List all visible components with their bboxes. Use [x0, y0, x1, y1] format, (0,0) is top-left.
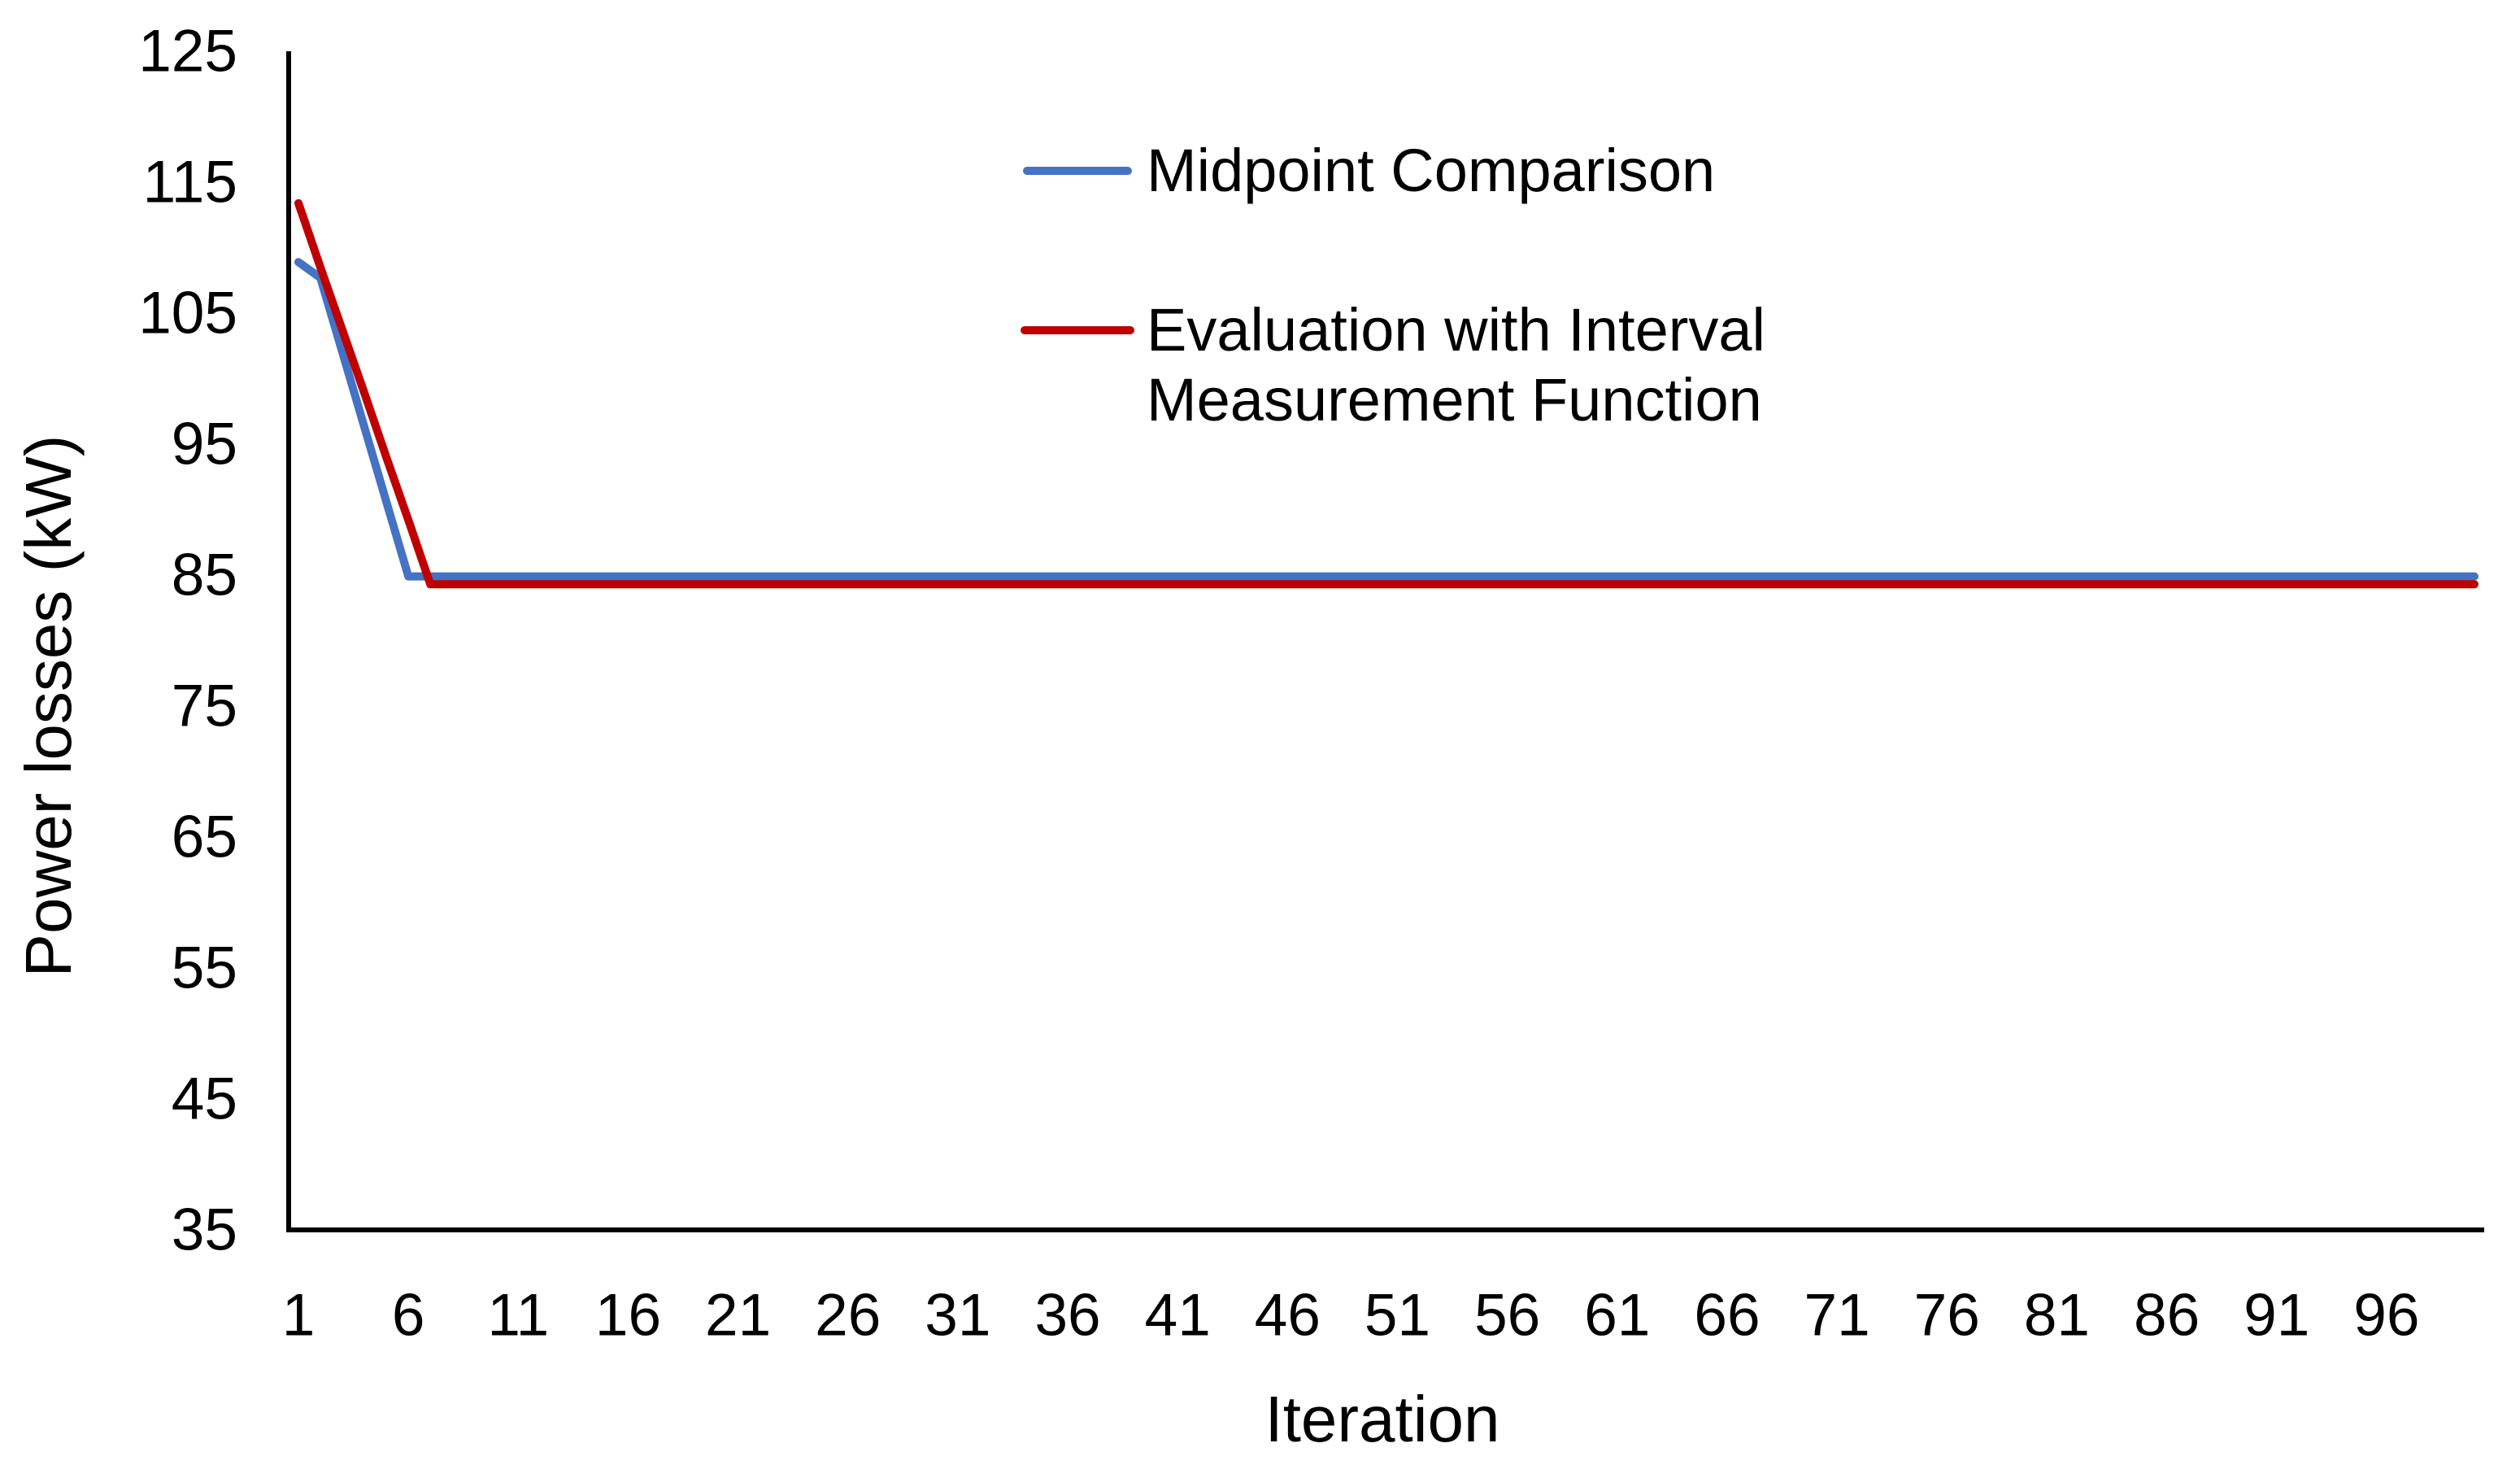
series-line-midpoint-comparison [294, 258, 2479, 581]
x-tick-label: 91 [2244, 1283, 2309, 1349]
x-tick-label: 66 [1694, 1283, 1760, 1349]
y-tick-label: 65 [172, 804, 237, 870]
series-line-evaluation-with-interval-measurement-function [294, 198, 2479, 589]
y-tick-label: 115 [143, 150, 237, 216]
x-tick-label: 21 [705, 1283, 771, 1349]
x-tick-label: 51 [1364, 1283, 1430, 1349]
x-tick-label: 6 [392, 1283, 425, 1349]
x-tick-label: 46 [1255, 1283, 1321, 1349]
y-tick-label: 105 [138, 281, 237, 347]
legend-line-swatch-midpoint-comparison [1023, 167, 1132, 175]
x-tick-label: 41 [1145, 1283, 1211, 1349]
y-tick-label: 45 [172, 1066, 237, 1132]
y-tick-label: 85 [172, 543, 237, 608]
x-tick-label: 26 [815, 1283, 881, 1349]
x-tick-label: 11 [487, 1283, 549, 1349]
x-tick-label: 81 [2024, 1283, 2090, 1349]
legend-label-midpoint-comparison: Midpoint Comparison [1147, 137, 1716, 204]
x-axis-title: Iteration [1264, 1383, 1500, 1455]
y-tick-label: 35 [172, 1197, 237, 1263]
x-tick-label: 1 [282, 1283, 316, 1349]
y-tick-label: 75 [172, 674, 237, 739]
x-tick-label: 56 [1474, 1283, 1540, 1349]
x-tick-label: 36 [1034, 1283, 1100, 1349]
x-tick-label: 61 [1584, 1283, 1650, 1349]
x-tick-label: 76 [1914, 1283, 1980, 1349]
y-tick-label: 125 [138, 19, 237, 85]
legend-label-evaluation-interval-line2: Measurement Function [1147, 366, 1762, 434]
y-tick-label: 95 [172, 412, 237, 477]
x-tick-label: 31 [925, 1283, 990, 1349]
legend-label-evaluation-interval-line1: Evaluation with Interval [1147, 296, 1765, 364]
x-tick-label: 71 [1804, 1283, 1870, 1349]
x-tick-label: 96 [2353, 1283, 2419, 1349]
y-axis-title: Power losses (kW) [12, 434, 85, 978]
legend-line-swatch-evaluation-interval [1021, 326, 1134, 334]
y-tick-label: 55 [172, 935, 237, 1001]
x-tick-label: 16 [595, 1283, 661, 1349]
x-tick-label: 86 [2134, 1283, 2200, 1349]
